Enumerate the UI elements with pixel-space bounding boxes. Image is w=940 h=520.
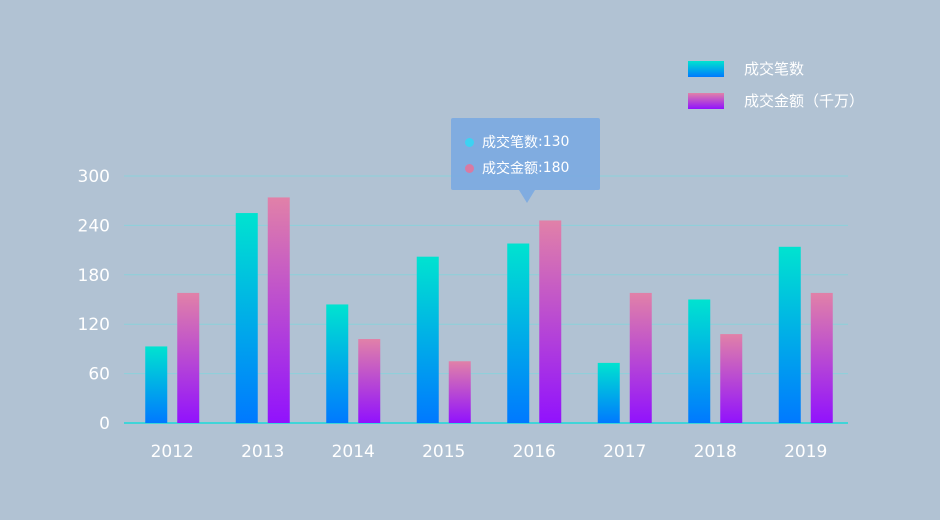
tooltip-row-trade-count: 成交笔数:130 bbox=[465, 129, 600, 155]
y-tick-label: 0 bbox=[99, 414, 110, 434]
bar-trade-amount-2018 bbox=[720, 334, 743, 423]
tooltip-value-trade-amount: 180 bbox=[542, 160, 570, 176]
bar-trade-count-2013 bbox=[235, 213, 258, 423]
bar-trade-amount-2014 bbox=[358, 339, 381, 423]
bar-trade-count-2019 bbox=[778, 246, 801, 423]
tooltip-label-trade-count: 成交笔数 bbox=[482, 135, 538, 151]
bar-trade-count-2012 bbox=[145, 346, 168, 423]
tooltip-marker-trade-count bbox=[465, 137, 474, 147]
bar-trade-count-2018 bbox=[688, 299, 711, 423]
x-tick-label: 2015 bbox=[422, 442, 465, 462]
y-tick-label: 180 bbox=[78, 266, 110, 286]
bar-trade-count-2015 bbox=[416, 256, 439, 423]
y-tick-label: 300 bbox=[78, 167, 110, 187]
x-tick-label: 2017 bbox=[603, 442, 646, 462]
x-tick-label: 2013 bbox=[241, 442, 284, 462]
bar-trade-amount-2016 bbox=[539, 220, 562, 423]
tooltip-separator: : bbox=[538, 160, 543, 176]
bar-trade-count-2016 bbox=[507, 243, 530, 423]
legend-swatch-trade-count bbox=[688, 60, 724, 77]
legend-item-trade-count[interactable]: 成交笔数 bbox=[688, 58, 804, 79]
tooltip-row-trade-amount: 成交金额:180 bbox=[465, 155, 600, 181]
legend-swatch-trade-amount bbox=[688, 92, 724, 109]
y-tick-label: 240 bbox=[78, 216, 110, 236]
legend-label-trade-amount: 成交金额（千万） bbox=[744, 92, 865, 110]
x-tick-label: 2012 bbox=[151, 442, 194, 462]
x-tick-label: 2018 bbox=[694, 442, 737, 462]
legend-label-trade-count: 成交笔数 bbox=[744, 60, 805, 78]
tooltip-marker-trade-amount bbox=[465, 163, 474, 173]
y-tick-label: 60 bbox=[88, 365, 110, 385]
bar-trade-count-2014 bbox=[326, 304, 349, 423]
x-tick-label: 2016 bbox=[513, 442, 556, 462]
chart-tooltip: 成交笔数:130 成交金额:180 bbox=[451, 118, 600, 203]
bar-trade-amount-2019 bbox=[810, 292, 833, 423]
y-tick-label: 120 bbox=[78, 315, 110, 335]
bar-trade-amount-2015 bbox=[448, 361, 471, 423]
x-tick-label: 2019 bbox=[784, 442, 827, 462]
bar-trade-count-2017 bbox=[597, 362, 620, 423]
bar-trade-amount-2017 bbox=[629, 292, 652, 423]
tooltip-value-trade-count: 130 bbox=[542, 134, 570, 150]
x-tick-label: 2014 bbox=[332, 442, 375, 462]
tooltip-separator: : bbox=[538, 134, 543, 150]
legend-item-trade-amount[interactable]: 成交金额（千万） bbox=[688, 90, 864, 111]
bar-trade-amount-2012 bbox=[177, 292, 200, 423]
bar-trade-amount-2013 bbox=[267, 197, 290, 423]
tooltip-label-trade-amount: 成交金额 bbox=[482, 161, 538, 177]
